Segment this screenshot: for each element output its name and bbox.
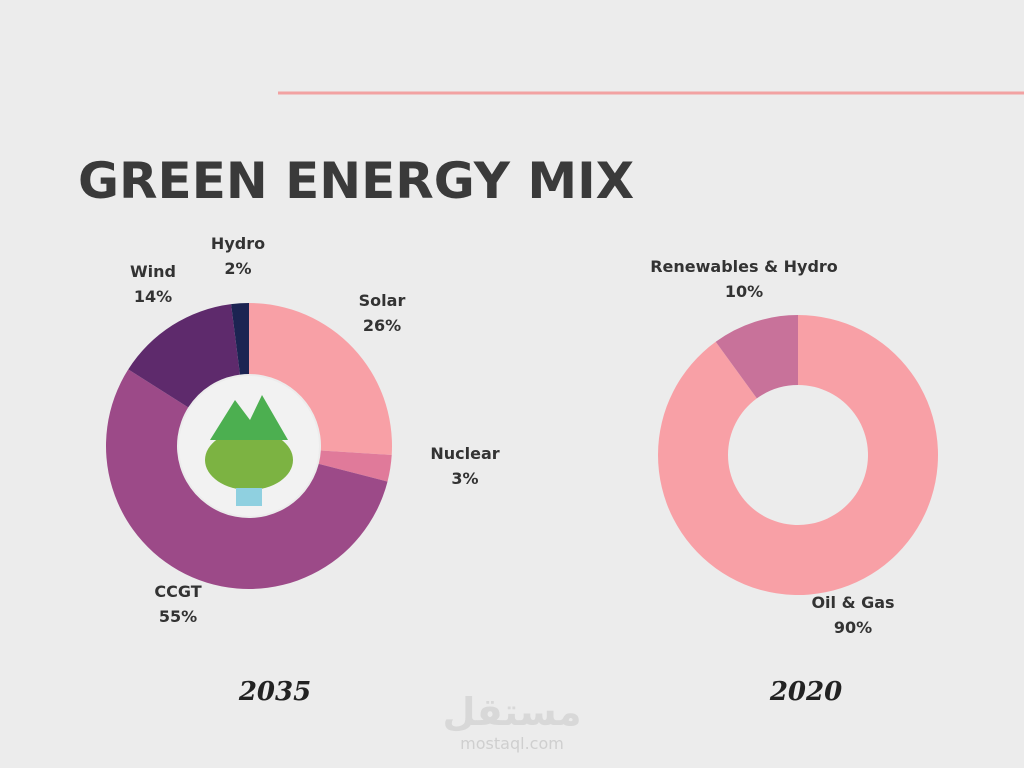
slice-label: Wind [130, 262, 176, 281]
donut-slice [249, 303, 392, 455]
slice-label: CCGT [154, 582, 201, 601]
donut-slice [105, 369, 388, 590]
donut-slice [231, 303, 249, 375]
slice-label: Hydro [211, 234, 265, 253]
slice-value: 3% [451, 469, 478, 488]
slice-label: Renewables & Hydro [650, 257, 838, 276]
slice-value: 14% [134, 287, 172, 306]
chart-year: 2020 [769, 677, 842, 707]
watermark: مستقل [443, 690, 582, 734]
watermark-url: mostaql.com [460, 734, 564, 753]
slice-value: 55% [159, 607, 197, 626]
chart-year: 2035 [238, 677, 311, 707]
slice-value: 90% [834, 618, 872, 637]
slice-value: 10% [725, 282, 763, 301]
slice-label: Oil & Gas [811, 593, 894, 612]
donut-slice [715, 315, 798, 399]
slice-label: Solar [359, 291, 406, 310]
center-illustration [179, 376, 319, 516]
donut-slice [658, 315, 939, 595]
slice-label: Nuclear [430, 444, 499, 463]
slice-value: 26% [363, 316, 401, 335]
slice-value: 2% [224, 259, 251, 278]
donut-slice [128, 304, 240, 408]
donut-slice [318, 450, 392, 482]
title: GREEN ENERGY MIX [78, 152, 634, 210]
